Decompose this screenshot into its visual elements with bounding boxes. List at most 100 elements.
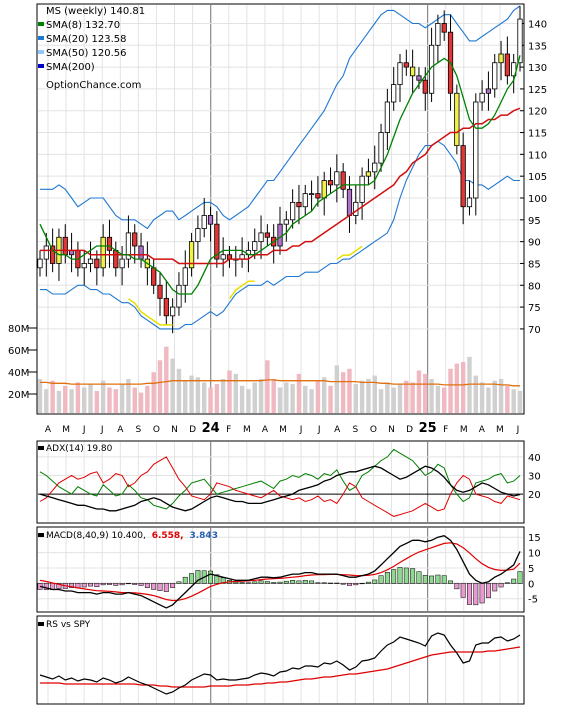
x-tick-label: J bbox=[299, 425, 303, 435]
legend-sma20: SMA(20) 123.58 bbox=[46, 34, 127, 45]
volume-bar bbox=[378, 389, 384, 413]
macd-histogram-bar bbox=[195, 570, 201, 584]
volume-bar bbox=[511, 389, 516, 413]
macd-hist-value: 3.843 bbox=[189, 531, 217, 541]
macd-histogram-bar bbox=[384, 572, 390, 584]
legend-swatch-sma200 bbox=[38, 64, 44, 68]
macd-histogram-bar bbox=[119, 583, 125, 586]
y-tick-label: 70 bbox=[528, 325, 541, 336]
candle-body bbox=[391, 84, 397, 103]
candle-body bbox=[359, 175, 365, 203]
volume-bar bbox=[75, 382, 81, 413]
candle-body bbox=[479, 92, 485, 103]
macd-histogram-bar bbox=[239, 582, 245, 584]
sma50-line bbox=[40, 107, 521, 265]
moving-averages bbox=[39, 55, 521, 326]
macd-histogram-bar bbox=[365, 581, 371, 584]
x-tick-label: 25 bbox=[419, 421, 437, 436]
volume-bar bbox=[214, 384, 220, 413]
candle-body bbox=[176, 284, 182, 308]
candle-body bbox=[138, 245, 144, 260]
volume-tick-label: 60M bbox=[8, 346, 29, 357]
candle-body bbox=[81, 263, 87, 269]
macd-histogram-bar bbox=[296, 580, 302, 584]
volume-bar bbox=[498, 379, 504, 413]
macd-histogram-bar bbox=[56, 583, 62, 589]
candle-body bbox=[485, 88, 492, 94]
y-tick-label: 125 bbox=[528, 85, 547, 96]
macd-histogram-bar bbox=[328, 582, 333, 584]
volume-bar bbox=[353, 384, 358, 413]
legend-swatch-sma20 bbox=[38, 36, 44, 40]
volume-bar bbox=[372, 375, 377, 413]
adx-minus-di-line bbox=[39, 456, 521, 517]
macd-histogram-bar bbox=[340, 583, 346, 585]
y-tick-label: 90 bbox=[528, 238, 541, 249]
volume-bar bbox=[340, 372, 346, 413]
candle-body bbox=[43, 245, 49, 260]
volume-bar bbox=[132, 387, 137, 413]
candle-body bbox=[151, 267, 157, 286]
macd-histogram-bar bbox=[334, 582, 340, 584]
x-tick-label: M bbox=[460, 425, 468, 435]
candle-body bbox=[163, 297, 169, 317]
volume-bar bbox=[303, 385, 308, 413]
x-tick-label: M bbox=[243, 425, 251, 435]
rs-line bbox=[39, 632, 521, 695]
volume-bar bbox=[44, 389, 49, 413]
candle-body bbox=[302, 193, 308, 208]
adx-title: ADX(14) 19.80 bbox=[46, 444, 113, 454]
candle-body bbox=[62, 236, 68, 256]
candle-body bbox=[517, 18, 523, 64]
candle-body bbox=[334, 171, 340, 186]
macd-histogram-bar bbox=[113, 583, 119, 586]
macd-histogram-bar bbox=[410, 568, 416, 584]
bollinger-bands bbox=[40, 5, 521, 330]
volume-bar bbox=[315, 380, 321, 413]
macd-histogram-bar bbox=[403, 567, 409, 584]
macd-histogram-bar bbox=[81, 583, 87, 588]
volume-bar bbox=[100, 380, 106, 413]
macd-tick-label: 15 bbox=[528, 533, 541, 544]
y-tick-label: 85 bbox=[528, 259, 541, 270]
volume-bar bbox=[435, 385, 441, 413]
candle-body bbox=[290, 201, 296, 221]
candle-body bbox=[378, 132, 384, 164]
volume-bar bbox=[486, 387, 491, 413]
macd-histogram-bar bbox=[448, 580, 453, 584]
volume-bar bbox=[448, 368, 453, 413]
macd-panel-frame bbox=[36, 526, 525, 613]
candle-body bbox=[50, 245, 56, 264]
candle-body bbox=[492, 62, 498, 90]
x-tick-label: O bbox=[370, 425, 377, 435]
volume-bar bbox=[385, 382, 390, 413]
volume-bar bbox=[82, 387, 87, 413]
volume-bar bbox=[492, 380, 497, 413]
volume-bar bbox=[517, 390, 523, 413]
chart-title: MS (weekly) 140.81 bbox=[46, 6, 145, 17]
candle-body bbox=[384, 101, 390, 133]
x-tick-label: D bbox=[406, 425, 413, 435]
volume-bar bbox=[176, 368, 182, 413]
candle-body bbox=[207, 215, 214, 225]
candle-body bbox=[277, 223, 283, 247]
candle-body bbox=[365, 171, 372, 177]
macd-histogram-bar bbox=[290, 580, 296, 584]
legend-swatch-sma8 bbox=[38, 22, 44, 26]
y-tick-label: 75 bbox=[528, 303, 541, 314]
y-tick-label: 95 bbox=[528, 216, 541, 227]
candle-body bbox=[435, 23, 441, 46]
rs-panel-frame bbox=[36, 615, 525, 705]
volume-bar bbox=[239, 385, 245, 413]
volume-bar bbox=[309, 389, 314, 413]
candle-body bbox=[403, 62, 409, 68]
macd-histogram-bar bbox=[397, 567, 403, 584]
x-tick-label: A bbox=[117, 425, 124, 435]
volume-bar bbox=[252, 382, 257, 413]
rs-average-line bbox=[40, 646, 521, 688]
macd-histogram-bar bbox=[182, 576, 188, 584]
price-legend: MS (weekly) 140.81 SMA(8) 132.70 SMA(20)… bbox=[38, 6, 145, 91]
macd-histogram-bar bbox=[151, 583, 157, 590]
candle-body bbox=[372, 162, 378, 173]
